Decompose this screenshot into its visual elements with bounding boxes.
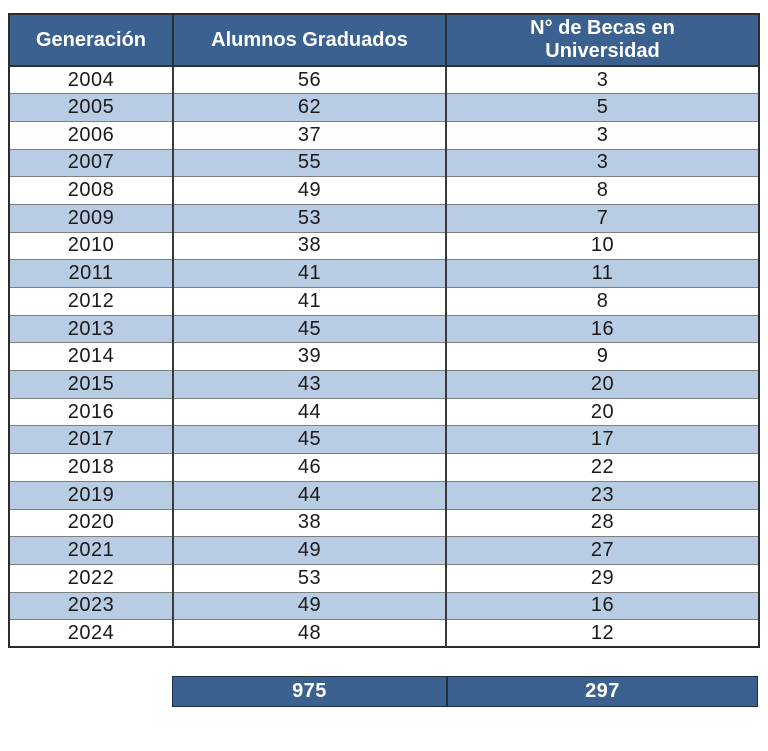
becas-cell: 3 xyxy=(445,120,759,150)
total-alumnos-graduados: 975 xyxy=(292,680,327,703)
graduados-cell: 39 xyxy=(172,342,446,371)
header-cell-alumnos-graduados: Alumnos Graduados xyxy=(172,14,446,67)
graduados-cell: 46 xyxy=(172,453,446,482)
year-cell: 2018 xyxy=(9,453,173,482)
table-row: 2015 43 20 xyxy=(9,370,759,399)
table-row: 2018 46 22 xyxy=(9,453,759,482)
header-label-becas-universidad: N° de Becas en Universidad xyxy=(530,17,675,62)
becas-cell: 23 xyxy=(445,480,759,509)
graduados-cell: 49 xyxy=(172,536,446,565)
becas-cell: 16 xyxy=(445,591,759,620)
becas-cell: 12 xyxy=(445,619,759,648)
becas-cell: 16 xyxy=(445,314,759,343)
becas-cell: 17 xyxy=(445,425,759,454)
graduados-cell: 38 xyxy=(172,231,446,260)
graduados-cell: 53 xyxy=(172,563,446,593)
year-cell: 2013 xyxy=(9,314,173,343)
becas-cell: 3 xyxy=(445,148,759,177)
becas-cell: 28 xyxy=(445,508,759,537)
header-row: Generación Alumnos Graduados N° de Becas… xyxy=(9,14,759,67)
becas-cell: 20 xyxy=(445,397,759,426)
year-cell: 2019 xyxy=(9,480,173,509)
becas-cell: 3 xyxy=(445,65,759,94)
year-cell: 2012 xyxy=(9,287,173,316)
table-body: 2004 56 3 2005 62 5 2006 37 3 2007 55 3 2008 49 8 2009 5… xyxy=(9,65,759,648)
table-row: 2023 49 16 xyxy=(9,591,759,620)
table-row: 2004 56 3 xyxy=(9,65,759,94)
graduados-cell: 53 xyxy=(172,203,446,233)
header-cell-generacion: Generación xyxy=(9,14,173,67)
graduados-cell: 45 xyxy=(172,314,446,343)
table-row: 2009 53 7 xyxy=(9,203,759,233)
graduados-cell: 44 xyxy=(172,397,446,426)
graduados-cell: 49 xyxy=(172,176,446,205)
year-cell: 2023 xyxy=(9,591,173,620)
becas-cell: 20 xyxy=(445,370,759,399)
total-becas-universidad: 297 xyxy=(446,677,757,707)
table-row: 2021 49 27 xyxy=(9,536,759,565)
becas-cell: 11 xyxy=(445,259,759,288)
year-cell: 2005 xyxy=(9,93,173,122)
table-row: 2007 55 3 xyxy=(9,148,759,177)
year-cell: 2021 xyxy=(9,536,173,565)
year-cell: 2014 xyxy=(9,342,173,371)
table-row: 2020 38 28 xyxy=(9,508,759,537)
year-cell: 2010 xyxy=(9,231,173,260)
table-row: 2016 44 20 xyxy=(9,397,759,426)
graduados-cell: 41 xyxy=(172,287,446,316)
year-cell: 2008 xyxy=(9,176,173,205)
header-label-alumnos-graduados: Alumnos Graduados xyxy=(211,28,408,51)
table-row: 2014 39 9 xyxy=(9,342,759,371)
totals-row: 975 297 xyxy=(172,676,758,708)
year-cell: 2007 xyxy=(9,148,173,177)
table-row: 2024 48 12 xyxy=(9,619,759,648)
header-label-generacion: Generación xyxy=(35,28,147,51)
table-row: 2010 38 10 xyxy=(9,231,759,260)
year-cell: 2022 xyxy=(9,563,173,593)
scholarships-table-figure: Generación Alumnos Graduados N° de Becas… xyxy=(8,13,760,708)
year-cell: 2004 xyxy=(9,65,173,94)
table-header: Generación Alumnos Graduados N° de Becas… xyxy=(9,14,759,67)
table-row: 2017 45 17 xyxy=(9,425,759,454)
year-cell: 2017 xyxy=(9,425,173,454)
becas-cell: 7 xyxy=(445,203,759,233)
table-row: 2005 62 5 xyxy=(9,93,759,122)
table-row: 2012 41 8 xyxy=(9,287,759,316)
graduados-cell: 56 xyxy=(172,65,446,94)
year-cell: 2020 xyxy=(9,508,173,537)
becas-cell: 9 xyxy=(445,342,759,371)
header-cell-becas-universidad: N° de Becas en Universidad xyxy=(445,14,759,67)
year-cell: 2009 xyxy=(9,203,173,233)
table-row: 2019 44 23 xyxy=(9,480,759,509)
year-cell: 2024 xyxy=(9,619,173,648)
becas-cell: 27 xyxy=(445,536,759,565)
table-row: 2011 41 11 xyxy=(9,259,759,288)
table-row: 2006 37 3 xyxy=(9,120,759,150)
graduados-cell: 38 xyxy=(172,508,446,537)
year-cell: 2016 xyxy=(9,397,173,426)
graduados-cell: 62 xyxy=(172,93,446,122)
becas-cell: 5 xyxy=(445,93,759,122)
table-row: 2013 45 16 xyxy=(9,314,759,343)
becas-cell: 8 xyxy=(445,287,759,316)
graduados-cell: 44 xyxy=(172,480,446,509)
year-cell: 2015 xyxy=(9,370,173,399)
graduados-cell: 49 xyxy=(172,591,446,620)
graduados-cell: 37 xyxy=(172,120,446,150)
year-cell: 2006 xyxy=(9,120,173,150)
table-row: 2008 49 8 xyxy=(9,176,759,205)
becas-cell: 22 xyxy=(445,453,759,482)
generation-scholarships-table: Generación Alumnos Graduados N° de Becas… xyxy=(8,13,760,649)
becas-cell: 8 xyxy=(445,176,759,205)
graduados-cell: 48 xyxy=(172,619,446,648)
becas-cell: 29 xyxy=(445,563,759,593)
graduados-cell: 45 xyxy=(172,425,446,454)
graduados-cell: 41 xyxy=(172,259,446,288)
becas-cell: 10 xyxy=(445,231,759,260)
graduados-cell: 55 xyxy=(172,148,446,177)
year-cell: 2011 xyxy=(9,259,173,288)
table-row: 2022 53 29 xyxy=(9,563,759,593)
graduados-cell: 43 xyxy=(172,370,446,399)
